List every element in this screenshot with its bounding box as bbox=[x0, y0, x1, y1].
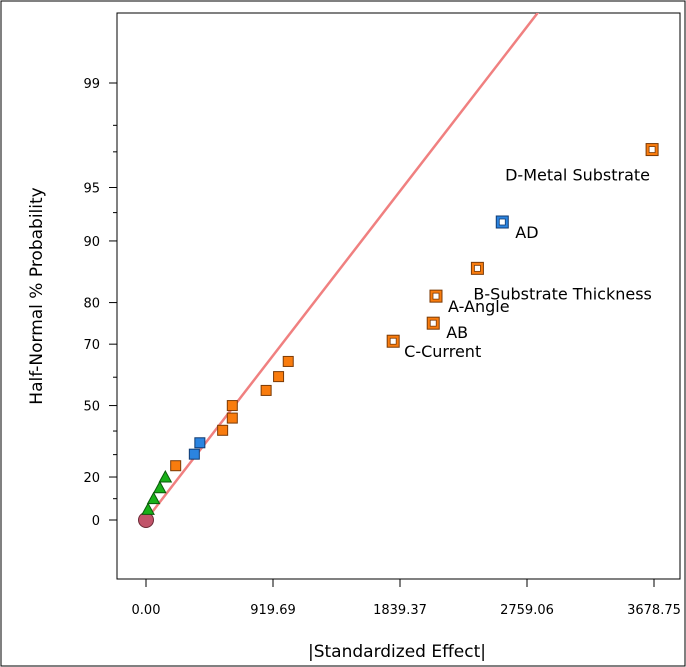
error-estimate-point bbox=[152, 480, 167, 494]
labeled-effect-point-inner bbox=[389, 337, 397, 345]
effect-point bbox=[226, 412, 238, 424]
labeled-effect-point-inner bbox=[498, 218, 506, 226]
effect-point bbox=[282, 355, 294, 367]
y-tick-label: 0 bbox=[92, 514, 100, 529]
y-tick-label: 20 bbox=[83, 471, 100, 486]
x-tick-label: 2759.06 bbox=[500, 603, 554, 618]
effect-point bbox=[188, 448, 200, 460]
effect-point bbox=[226, 400, 238, 412]
effect-point bbox=[260, 384, 272, 396]
data-points bbox=[138, 143, 659, 528]
y-axis: 0 20 50 70 80 90 95 99 bbox=[83, 77, 117, 529]
effect-point bbox=[273, 371, 285, 383]
x-axis-label: |Standardized Effect| bbox=[308, 642, 486, 662]
y-tick-label: 95 bbox=[83, 181, 100, 196]
error-estimate-point bbox=[146, 491, 161, 505]
effect-point bbox=[194, 437, 206, 449]
x-tick-label: 919.69 bbox=[250, 603, 296, 618]
effect-point bbox=[170, 460, 182, 472]
effect-label: AB bbox=[446, 323, 468, 342]
reference-line bbox=[145, 13, 540, 521]
labeled-effect-point-inner bbox=[432, 292, 440, 300]
labeled-effect-point-inner bbox=[474, 264, 481, 272]
labeled-effect-point-inner bbox=[429, 319, 437, 327]
effect-label: A-Angle bbox=[448, 297, 510, 316]
x-tick-label: 3678.75 bbox=[627, 603, 681, 618]
y-tick-label: 80 bbox=[83, 297, 100, 312]
x-axis: 0.00 919.69 1839.37 2759.06 3678.75 bbox=[117, 578, 681, 618]
point-labels: D-Metal Substrate AD B-Substrate Thickness… bbox=[404, 166, 652, 362]
effect-point bbox=[217, 424, 229, 436]
y-tick-label: 99 bbox=[83, 77, 100, 92]
effect-label: D-Metal Substrate bbox=[505, 166, 650, 185]
effect-label: AD bbox=[515, 223, 538, 242]
y-tick-label: 90 bbox=[83, 235, 100, 250]
y-tick-label: 50 bbox=[83, 400, 100, 415]
y-axis-label: Half-Normal % Probability bbox=[27, 187, 47, 404]
error-estimate-point bbox=[158, 469, 173, 483]
effect-label: C-Current bbox=[404, 342, 481, 361]
labeled-effect-point-inner bbox=[648, 146, 656, 153]
x-tick-label: 0.00 bbox=[132, 603, 161, 618]
error-estimate-point bbox=[141, 502, 155, 515]
x-tick-label: 1839.37 bbox=[373, 603, 427, 618]
y-tick-label: 70 bbox=[83, 338, 100, 353]
effect-label: B-Substrate Thickness bbox=[473, 284, 651, 303]
